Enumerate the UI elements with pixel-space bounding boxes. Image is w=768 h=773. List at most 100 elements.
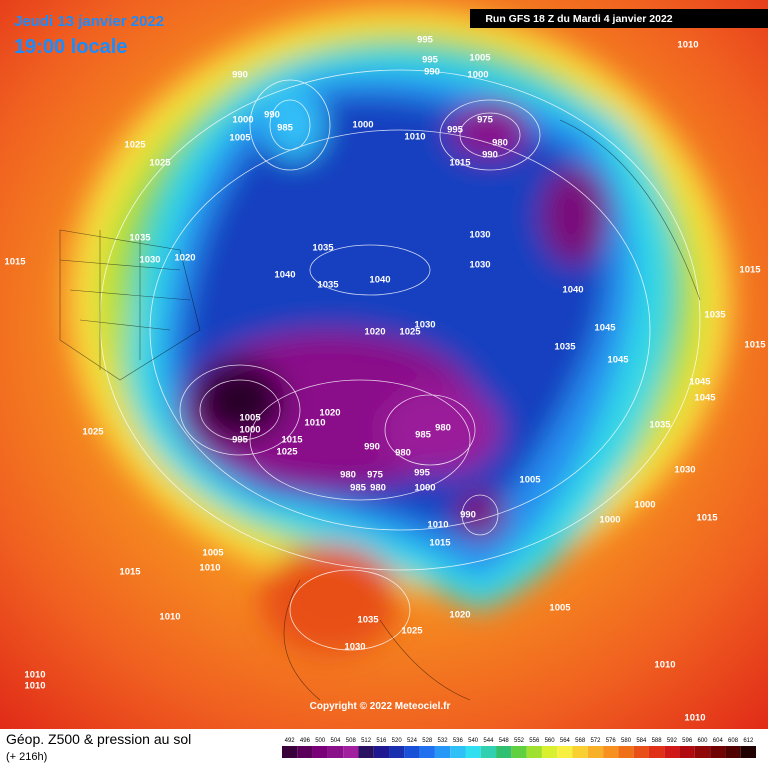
forecast-time: 19:00 locale: [14, 36, 127, 58]
isobar-label: 985: [415, 430, 432, 441]
isobar-label: 1035: [312, 243, 334, 254]
isobar-label: 975: [477, 115, 494, 126]
legend-swatch: [389, 746, 405, 758]
legend-level: 540: [468, 738, 479, 744]
isobar-label: 995: [232, 435, 249, 446]
legend-swatch: [343, 746, 359, 758]
isobar-label: 1005: [469, 53, 491, 64]
isobar-label: 1015: [429, 538, 451, 549]
isobar-label: 980: [340, 470, 356, 481]
isobar-label: 1045: [594, 323, 616, 334]
isobar-label: 1000: [467, 70, 488, 81]
legend-level: 572: [590, 738, 601, 744]
legend-swatch: [572, 746, 588, 758]
isobar-label: 995: [417, 35, 434, 46]
isobar-label: 1025: [401, 626, 423, 637]
isobar-label: 1030: [674, 465, 695, 476]
legend-level: 492: [285, 738, 296, 744]
isobar-label: 1015: [281, 435, 303, 446]
color-legend: 492 496 500 504 508 512 516 520 524 528 532 536 540 5…: [282, 738, 756, 758]
legend-swatch: [740, 746, 756, 758]
legend-swatch: [312, 746, 328, 758]
isobar-label: 1005: [549, 603, 571, 614]
isobar-label: 975: [367, 470, 384, 481]
isobar-label: 1020: [449, 610, 470, 621]
isobar-label: 990: [364, 442, 380, 453]
legend-swatch: [679, 746, 695, 758]
legend-swatch: [419, 746, 435, 758]
isobar-label: 1000: [239, 425, 260, 436]
legend-level: 544: [483, 738, 494, 744]
isobar-label: 1005: [229, 133, 251, 144]
isobar-label: 1035: [357, 615, 379, 626]
legend-level: 516: [376, 738, 387, 744]
isobar-label: 1010: [684, 713, 705, 724]
legend-level: 560: [545, 738, 556, 744]
legend-level: 552: [514, 738, 525, 744]
isobar-label: 1045: [607, 355, 629, 366]
isobar-label: 1045: [689, 377, 711, 388]
legend-level: 512: [361, 738, 372, 744]
legend-level: 564: [560, 738, 571, 744]
isobar-label: 1010: [654, 660, 675, 671]
isobar-label: 1025: [399, 327, 421, 338]
geopotential-field: [0, 0, 768, 730]
legend-swatch: [557, 746, 573, 758]
legend-level: 548: [499, 738, 510, 744]
legend-swatch: [618, 746, 634, 758]
legend-level: 592: [667, 738, 678, 744]
legend-swatch: [633, 746, 649, 758]
isobar-label: 1015: [696, 513, 718, 524]
legend-level: 568: [575, 738, 586, 744]
isobar-label: 985: [277, 123, 294, 134]
isobar-label: 1035: [129, 233, 151, 244]
legend-level: 496: [300, 738, 311, 744]
isobar-label: 1010: [159, 612, 180, 623]
legend-swatch: [297, 746, 313, 758]
isobar-label: 1040: [562, 285, 583, 296]
isobar-label: 1015: [4, 257, 26, 268]
isobar-label: 1035: [554, 342, 576, 353]
legend-swatch: [648, 746, 665, 758]
legend-swatch: [587, 746, 604, 758]
legend-level: 556: [529, 738, 540, 744]
isobar-label: 1025: [149, 158, 171, 169]
isobar-label: 990: [232, 70, 248, 81]
legend-level: 584: [636, 738, 647, 744]
isobar-label: 1000: [634, 500, 655, 511]
isobar-label: 1000: [232, 115, 253, 126]
isobar-label: 1010: [24, 670, 45, 681]
legend-swatch: [282, 746, 298, 758]
isobar-label: 995: [447, 125, 464, 136]
legend-level: 504: [331, 738, 342, 744]
isobar-label: 1005: [519, 475, 541, 486]
isobar-label: 1035: [317, 280, 339, 291]
isobar-label: 1020: [174, 253, 195, 264]
legend-swatch: [664, 746, 680, 758]
legend-level: 580: [621, 738, 632, 744]
isobar-label: 1035: [649, 420, 671, 431]
legend-level: 508: [346, 738, 357, 744]
legend-swatch: [541, 746, 558, 758]
isobar-label: 1005: [202, 548, 224, 559]
product-title: Géop. Z500 & pression au sol: [6, 731, 191, 747]
legend-swatch: [725, 746, 741, 758]
legend-swatch: [450, 746, 466, 758]
isobar-label: 1015: [739, 265, 761, 276]
isobar-label: 1045: [694, 393, 716, 404]
isobar-label: 980: [492, 138, 508, 149]
legend-swatch: [480, 746, 497, 758]
legend-level: 588: [652, 738, 663, 744]
isobar-label: 980: [435, 423, 451, 434]
legend-swatch: [526, 746, 542, 758]
isobar-label: 1035: [704, 310, 726, 321]
isobar-label: 990: [482, 150, 498, 161]
run-banner: [470, 9, 768, 28]
isobar-label: 1025: [276, 447, 298, 458]
isobar-label: 1025: [124, 140, 146, 151]
isobar-label: 980: [395, 448, 411, 459]
isobar-label: 990: [264, 110, 280, 121]
legend-swatch: [496, 746, 512, 758]
isobar-label: 1000: [414, 483, 435, 494]
isobar-label: 1030: [469, 230, 490, 241]
